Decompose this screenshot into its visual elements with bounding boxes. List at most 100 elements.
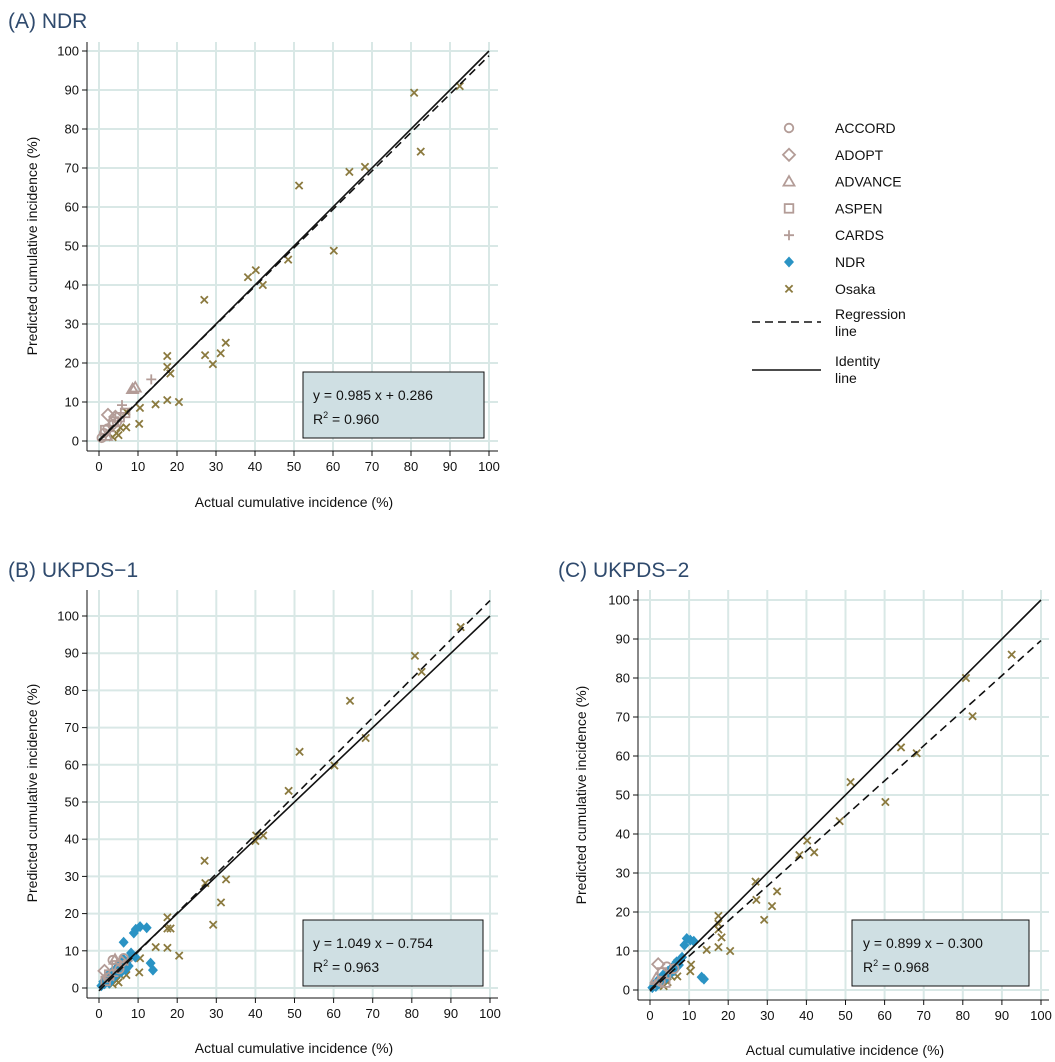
osaka-point bbox=[714, 942, 723, 952]
y-tick-label: 10 bbox=[65, 943, 79, 958]
x-tick-label: 80 bbox=[404, 459, 418, 474]
y-tick-label: 0 bbox=[72, 981, 79, 996]
osaka-point bbox=[163, 351, 172, 361]
equation-box: y = 0.899 x − 0.300 R2 = 0.968 bbox=[851, 919, 1030, 987]
r-squared: R2 = 0.963 bbox=[313, 958, 379, 975]
x-tick-label: 0 bbox=[95, 1006, 102, 1021]
x-tick-label: 10 bbox=[682, 1008, 696, 1023]
osaka-point bbox=[200, 350, 210, 360]
y-tick-label: 60 bbox=[65, 757, 79, 772]
panel-ndr: (A) NDR Actual cumulative incidence (%) … bbox=[8, 10, 500, 510]
y-tick-label: 30 bbox=[616, 866, 630, 881]
y-tick-label: 50 bbox=[65, 239, 79, 254]
y-tick-label: 90 bbox=[65, 646, 79, 661]
ndr-point bbox=[698, 973, 709, 985]
y-tick-label: 100 bbox=[57, 44, 79, 59]
y-tick-label: 80 bbox=[65, 122, 79, 137]
y-tick-label: 40 bbox=[616, 827, 630, 842]
trial-point-triangle bbox=[107, 952, 123, 965]
plot-area: 0 0 10 10 20 20 30 30 40 40 50 50 60 60 70 70 80 80 90 90 10… bbox=[608, 590, 1052, 1023]
r-squared: R2 = 0.960 bbox=[313, 410, 379, 427]
y-tick-label: 30 bbox=[65, 317, 79, 332]
osaka-point bbox=[200, 856, 209, 866]
trial-point-plus bbox=[146, 374, 157, 385]
legend-label: Osaka bbox=[835, 281, 876, 297]
x-tick-label: 80 bbox=[405, 1006, 419, 1021]
x-tick-label: 70 bbox=[365, 1006, 379, 1021]
osaka-point bbox=[258, 280, 268, 290]
y-tick-label: 20 bbox=[65, 356, 79, 371]
y-tick-label: 60 bbox=[616, 749, 630, 764]
legend-item: Osaka bbox=[784, 281, 876, 297]
legend-label: line bbox=[835, 323, 857, 339]
y-tick-label: 80 bbox=[65, 683, 79, 698]
x-tick-label: 20 bbox=[170, 459, 184, 474]
legend: ACCORD ADOPT ADVANCE ASPEN CARDS NDR Osaka Regr… bbox=[752, 120, 906, 386]
osaka-point bbox=[1007, 650, 1016, 659]
osaka-point bbox=[221, 338, 230, 347]
y-tick-label: 10 bbox=[616, 944, 630, 959]
legend-label: NDR bbox=[835, 254, 865, 270]
osaka-point bbox=[702, 945, 711, 955]
ndr-point bbox=[141, 922, 152, 934]
identity-line bbox=[649, 599, 1042, 991]
x-tick-label: 90 bbox=[444, 1006, 458, 1021]
osaka-point bbox=[752, 895, 761, 905]
ndr-point bbox=[679, 939, 690, 951]
osaka-point bbox=[686, 967, 695, 976]
osaka-point bbox=[134, 419, 144, 429]
x-tick-label: 40 bbox=[799, 1008, 813, 1023]
osaka-point bbox=[243, 272, 253, 282]
osaka-point bbox=[725, 946, 735, 956]
x-tick-label: 100 bbox=[479, 1006, 501, 1021]
y-tick-label: 70 bbox=[65, 161, 79, 176]
legend-item: ADOPT bbox=[781, 147, 884, 163]
legend-item: ASPEN bbox=[783, 200, 882, 216]
osaka-point bbox=[329, 246, 339, 255]
osaka-point bbox=[163, 943, 172, 953]
x-tick-label: 10 bbox=[131, 1006, 145, 1021]
triangle-icon bbox=[781, 174, 797, 187]
x-axis-label: Actual cumulative incidence (%) bbox=[195, 1040, 393, 1056]
x-tick-label: 0 bbox=[95, 459, 102, 474]
circle-icon bbox=[783, 122, 795, 134]
osaka-point bbox=[361, 733, 370, 743]
panel-title: (C) UKPDS−2 bbox=[558, 559, 689, 582]
y-tick-label: 50 bbox=[616, 788, 630, 803]
osaka-point bbox=[114, 430, 123, 440]
osaka-point bbox=[216, 898, 226, 907]
y-tick-label: 80 bbox=[616, 671, 630, 686]
osaka-point bbox=[795, 850, 804, 860]
osaka-point bbox=[961, 673, 971, 683]
filled-diamond-icon bbox=[784, 256, 794, 268]
y-tick-label: 0 bbox=[623, 983, 630, 998]
x-tick-label: 60 bbox=[877, 1008, 891, 1023]
y-tick-label: 0 bbox=[72, 434, 79, 449]
panel-ukpds-2: (C) UKPDS−2 Actual cumulative incidence … bbox=[558, 559, 1052, 1058]
x-tick-label: 100 bbox=[478, 459, 500, 474]
osaka-point bbox=[345, 696, 355, 706]
osaka-point bbox=[295, 747, 304, 757]
legend-item: ACCORD bbox=[783, 120, 896, 136]
x-tick-label: 40 bbox=[248, 1006, 262, 1021]
osaka-point bbox=[174, 397, 184, 407]
trial-point-circle bbox=[114, 963, 125, 975]
osaka-point bbox=[221, 875, 231, 884]
r-squared: R2 = 0.968 bbox=[863, 958, 929, 975]
x-axis-label: Actual cumulative incidence (%) bbox=[746, 1042, 944, 1058]
axes: 0 0 10 10 20 20 30 30 40 40 50 50 60 60 70 70 80 80 90 90 10… bbox=[57, 590, 501, 1021]
y-tick-label: 100 bbox=[608, 593, 630, 608]
osaka-point bbox=[216, 349, 225, 358]
legend-label: Identity bbox=[835, 353, 880, 369]
legend-label: ADVANCE bbox=[835, 174, 902, 190]
y-tick-label: 90 bbox=[65, 83, 79, 98]
osaka-point bbox=[166, 924, 175, 933]
y-tick-label: 70 bbox=[65, 720, 79, 735]
axes: 0 0 10 10 20 20 30 30 40 40 50 50 60 60 70 70 80 80 90 90 10… bbox=[608, 590, 1052, 1023]
x-tick-label: 70 bbox=[916, 1008, 930, 1023]
y-tick-label: 30 bbox=[65, 869, 79, 884]
osaka-point bbox=[417, 667, 426, 677]
x-tick-label: 0 bbox=[646, 1008, 653, 1023]
